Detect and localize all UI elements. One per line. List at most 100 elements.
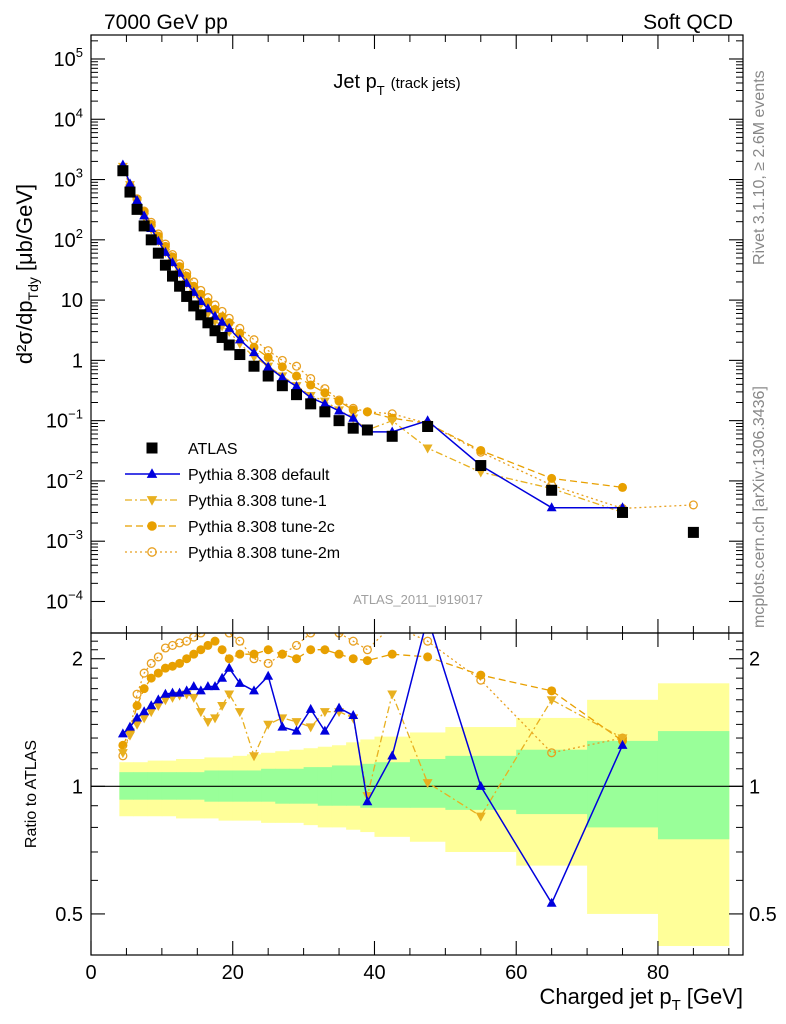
stat-uncertainty-band <box>346 765 361 806</box>
ratio-point <box>292 654 302 664</box>
spectrum-y-tick-label: 10−1 <box>46 407 83 433</box>
ratio-y-tick-label: 0.5 <box>55 904 83 926</box>
ratio-point <box>234 677 245 687</box>
ratio-point <box>348 654 358 664</box>
spectrum-point <box>117 165 129 177</box>
ratio-point <box>546 897 557 907</box>
ratio-point <box>263 645 273 655</box>
spectrum-point <box>476 445 486 455</box>
spectrum-point <box>305 398 317 410</box>
ratio-point <box>617 734 628 744</box>
ratio-point <box>263 658 273 668</box>
ratio-point <box>160 663 170 673</box>
spectrum-point <box>249 335 259 345</box>
legend-item: ATLAS <box>146 441 238 458</box>
spectrum-panel: 10−4 10−3 10−2 10−1 1 10 102 103 104 105 Jet pT (t… <box>12 34 744 634</box>
ratio-point <box>423 612 433 621</box>
ratio-point <box>202 681 213 691</box>
legend-label: Pythia 8.308 tune-2c <box>188 519 335 536</box>
ratio-point <box>217 702 228 712</box>
ratio-point <box>423 636 433 646</box>
stat-uncertainty-band <box>657 731 730 840</box>
spectrum-point <box>291 381 302 391</box>
spectrum-y-label-sub: Tdy <box>25 277 41 300</box>
ratio-point <box>334 702 344 712</box>
ratio-point <box>547 748 557 758</box>
ratio-point <box>235 636 245 646</box>
ratio-point <box>234 708 245 718</box>
ratio-point <box>475 812 486 822</box>
ratio-point <box>203 640 213 650</box>
spectrum-point <box>124 186 136 198</box>
ratio-point <box>547 686 557 696</box>
spectrum-y-tick-label: 103 <box>54 166 83 192</box>
header-energy-label: 7000 GeV pp <box>104 11 228 34</box>
spectrum-title-sub: T <box>377 83 385 98</box>
spectrum-point <box>152 247 164 259</box>
spectrum-point <box>277 372 288 382</box>
ratio-point <box>188 693 199 703</box>
legend: ATLAS Pythia 8.308 default Pythia 8.308 tu… <box>125 441 340 562</box>
ratio-point <box>291 640 302 650</box>
spectrum-series-line-2 <box>122 166 623 514</box>
ratio-point <box>475 780 486 790</box>
ratio-point <box>348 710 359 720</box>
spectrum-y-tick-label: 10 <box>61 290 83 312</box>
spectrum-point <box>195 309 207 321</box>
ratio-y-tick-label: 1 <box>72 776 83 798</box>
spectrum-y-tick-label: 104 <box>54 105 83 131</box>
ratio-point <box>217 672 228 682</box>
ratio-point <box>195 685 206 695</box>
ratio-point <box>146 700 157 710</box>
ratio-point <box>249 752 259 762</box>
ratio-point <box>189 649 199 659</box>
spectrum-point <box>139 210 150 220</box>
ratio-point <box>153 668 163 678</box>
ratio-point <box>132 689 142 699</box>
spectrum-point <box>203 297 213 307</box>
ratio-point <box>348 636 358 646</box>
spectrum-point <box>306 380 316 390</box>
legend-item: Pythia 8.308 tune-2m <box>125 545 340 562</box>
ratio-point <box>196 645 206 655</box>
legend-label: Pythia 8.308 default <box>188 467 330 484</box>
spectrum-title-note: (track jets) <box>391 75 461 92</box>
spectrum-point <box>196 289 206 299</box>
ratio-point <box>189 633 199 642</box>
ratio-point <box>249 685 259 695</box>
ratio-point <box>202 718 213 728</box>
ratio-point <box>195 708 206 718</box>
spectrum-point <box>362 407 372 417</box>
spectrum-point <box>546 484 558 496</box>
spectrum-point <box>546 502 557 512</box>
spectrum-y-tick-label: 10−3 <box>46 527 83 553</box>
ratio-point <box>117 749 128 759</box>
spectrum-point <box>223 339 235 351</box>
spectrum-point <box>291 361 302 371</box>
ratio-point <box>153 694 164 704</box>
spectrum-point <box>182 271 192 281</box>
ratio-point <box>224 662 235 672</box>
spectrum-point <box>202 317 214 329</box>
spectrum-point <box>334 405 344 415</box>
ratio-point <box>476 670 486 680</box>
spectrum-title: Jet pT (track jets) <box>333 71 460 98</box>
x-axis-label-main: Charged jet p <box>539 984 671 1009</box>
ratio-point <box>210 681 220 691</box>
spectrum-point <box>234 334 245 344</box>
legend-label: Pythia 8.308 tune-2m <box>188 545 340 562</box>
spectrum-point <box>209 325 221 337</box>
spectrum-point <box>319 406 331 418</box>
spectrum-point <box>224 318 234 328</box>
legend-marker <box>147 547 157 557</box>
spectrum-point <box>688 500 698 510</box>
spectrum-point <box>234 349 246 361</box>
ratio-point <box>205 633 211 634</box>
ratio-point <box>235 649 245 659</box>
ratio-frame <box>90 632 744 956</box>
ratio-point <box>125 731 135 741</box>
stat-uncertainty-band <box>516 749 588 815</box>
spectrum-y-tick-label: 1 <box>72 350 83 372</box>
ratio-point <box>617 739 628 749</box>
